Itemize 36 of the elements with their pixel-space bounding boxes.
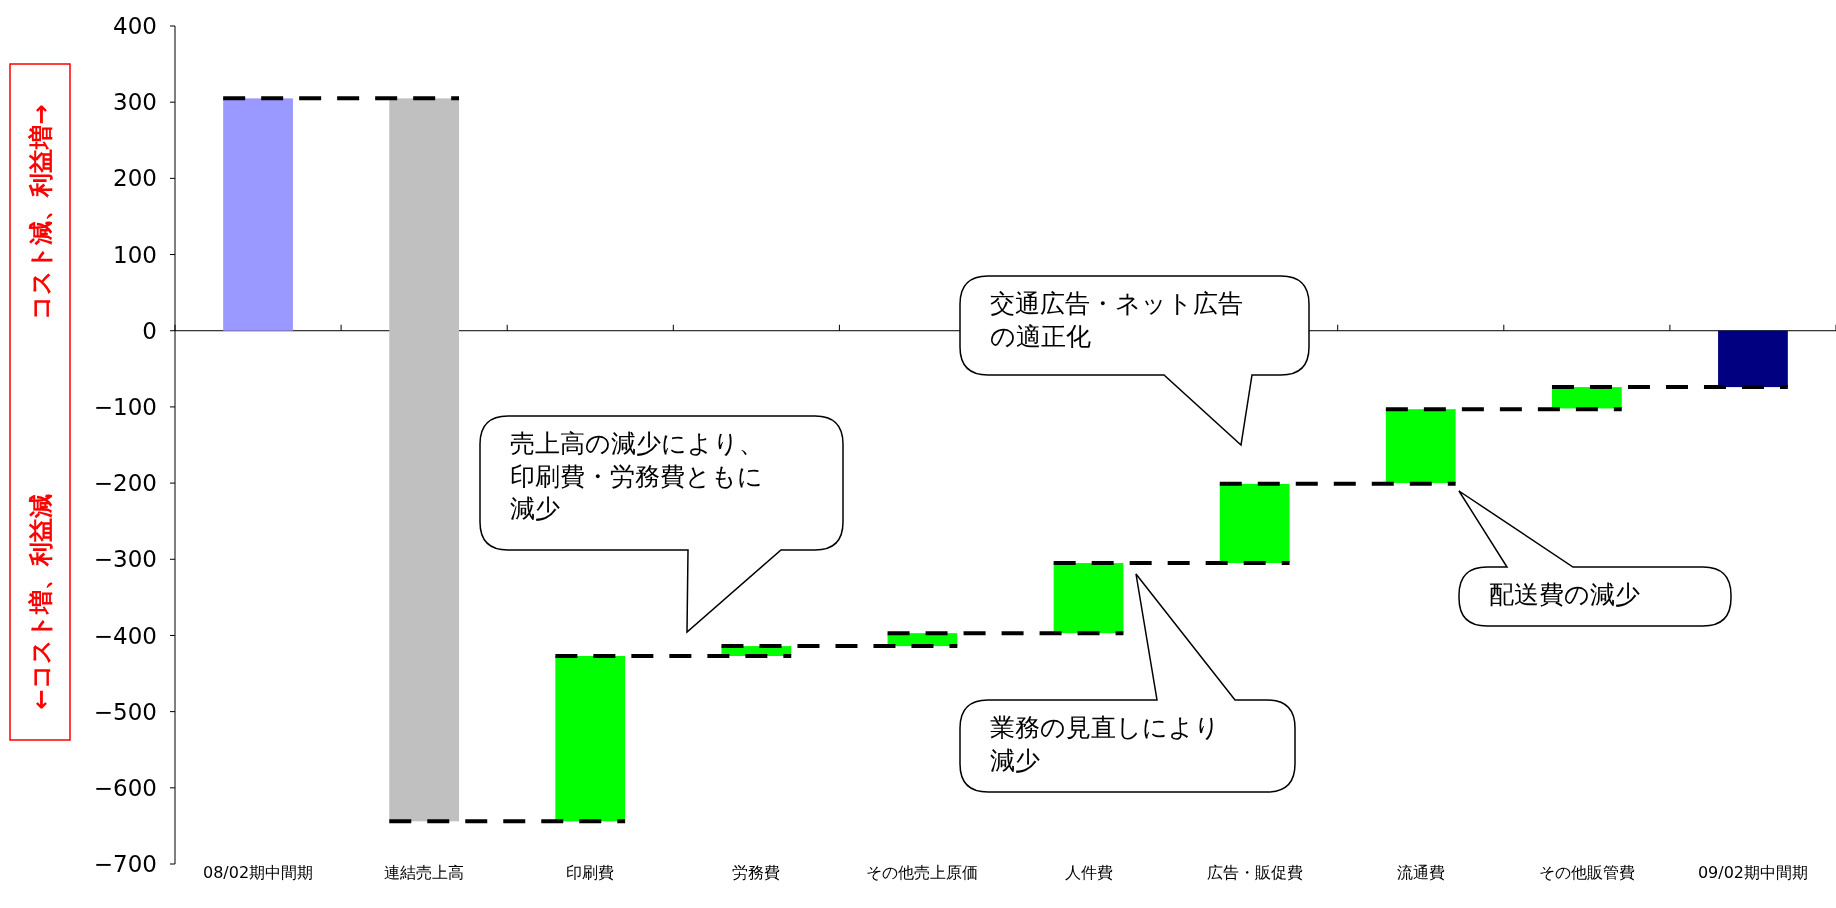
x-tick-label: 人件費	[1064, 863, 1113, 882]
y-tick-label: −300	[93, 546, 157, 573]
y-tick-label: −100	[93, 393, 157, 420]
x-tick-label: 08/02期中間期	[203, 863, 314, 882]
bar	[223, 98, 293, 331]
bar	[1053, 563, 1124, 634]
x-tick-label: 09/02期中間期	[1697, 863, 1808, 882]
x-tick-label: その他販管費	[1538, 863, 1635, 882]
bar	[1385, 409, 1456, 484]
x-tick-label: 印刷費	[566, 863, 615, 882]
y-axis-title: ←コスト増、利益減	[27, 494, 55, 710]
y-tick-label: −600	[93, 774, 157, 801]
annotation: 配送費の減少	[1489, 580, 1640, 609]
y-tick-label: −400	[93, 622, 157, 649]
y-tick-label: −200	[93, 470, 157, 497]
x-tick-label: 連結売上高	[384, 863, 465, 882]
y-tick-label: −700	[93, 851, 157, 878]
bar	[1718, 330, 1788, 388]
x-tick-label: 流通費	[1396, 863, 1445, 882]
annotation: 売上高の減少により、印刷費・労務費ともに減少	[510, 429, 764, 523]
x-tick-label: その他売上原価	[866, 863, 979, 882]
annotation: 業務の見直しにより減少	[990, 713, 1220, 775]
y-tick-label: 200	[113, 165, 157, 192]
x-tick-label: 労務費	[732, 863, 781, 882]
y-tick-label: 100	[113, 241, 157, 268]
y-tick-label: 300	[113, 89, 157, 116]
bar	[1219, 483, 1290, 564]
bar	[1551, 387, 1622, 409]
bar	[389, 98, 460, 822]
x-tick-label: 広告・販促費	[1206, 863, 1303, 882]
y-tick-label: 0	[142, 317, 157, 344]
bar	[555, 656, 626, 822]
y-tick-label: 400	[113, 13, 157, 40]
y-tick-label: −500	[93, 698, 157, 725]
annotation: 交通広告・ネット広告の適正化	[990, 289, 1243, 351]
text: コスト減、利益増→	[27, 104, 55, 320]
